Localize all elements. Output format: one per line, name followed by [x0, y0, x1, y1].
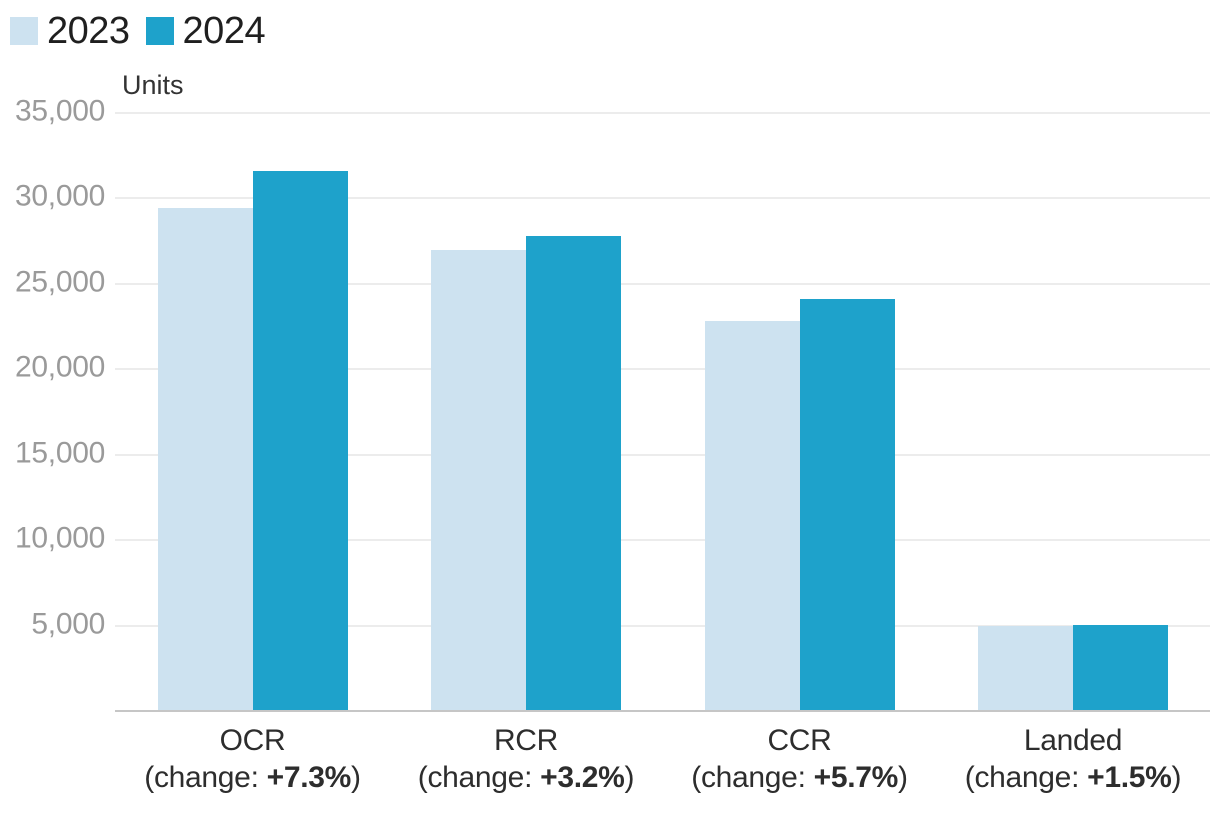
y-tick-label-30000: 30,000 — [15, 179, 105, 213]
x-category-change-ccr: (change: +5.7%) — [691, 761, 908, 794]
x-category-label-ccr: CCR (change: +5.7%) — [660, 722, 940, 796]
x-category-label-ocr: OCR (change: +7.3%) — [113, 722, 393, 796]
x-axis-line — [115, 710, 1210, 712]
gridline-35000 — [115, 112, 1210, 114]
x-category-change-landed: (change: +1.5%) — [964, 761, 1182, 794]
legend-item-2023: 2023 — [10, 12, 130, 50]
bar-2024-ocr — [252, 171, 348, 710]
x-category-name-ocr: OCR — [219, 724, 286, 757]
bar-2024-rcr — [526, 236, 621, 710]
gridline-25000 — [115, 283, 1210, 285]
bar-2023-ocr — [157, 208, 253, 710]
gridline-15000 — [115, 454, 1210, 456]
y-tick-label-20000: 20,000 — [15, 350, 105, 384]
y-tick-label-10000: 10,000 — [15, 521, 105, 555]
bar-2024-ccr — [799, 299, 895, 710]
x-category-label-landed: Landed (change: +1.5%) — [933, 722, 1213, 796]
legend-swatch-2024 — [145, 17, 174, 45]
gridline-10000 — [115, 539, 1210, 541]
gridline-20000 — [115, 368, 1210, 370]
x-category-change-ocr: (change: +7.3%) — [144, 761, 361, 794]
legend-swatch-2023 — [10, 17, 38, 45]
y-tick-label-15000: 15,000 — [15, 436, 105, 470]
bar-2023-rcr — [431, 250, 526, 710]
y-tick-label-5000: 5,000 — [31, 607, 105, 641]
bar-2023-ccr — [704, 321, 800, 710]
y-tick-label-35000: 35,000 — [15, 94, 105, 128]
legend-label-2024: 2024 — [182, 10, 266, 52]
legend-label-2023: 2023 — [47, 10, 130, 52]
y-axis-units-label: Units — [122, 70, 184, 100]
bar-2023-landed — [978, 626, 1073, 710]
legend: 2023 2024 — [10, 10, 266, 52]
x-category-label-rcr: RCR (change: +3.2%) — [386, 722, 666, 796]
gridline-30000 — [115, 197, 1210, 199]
y-tick-label-25000: 25,000 — [15, 265, 105, 299]
x-category-name-ccr: CCR — [767, 724, 832, 757]
x-category-name-rcr: RCR — [493, 724, 559, 757]
gridline-5000 — [115, 625, 1210, 627]
legend-item-2024: 2024 — [145, 10, 266, 52]
x-category-change-rcr: (change: +3.2%) — [417, 761, 635, 794]
x-category-name-landed: Landed — [1023, 724, 1123, 757]
bar-2024-landed — [1073, 625, 1168, 710]
